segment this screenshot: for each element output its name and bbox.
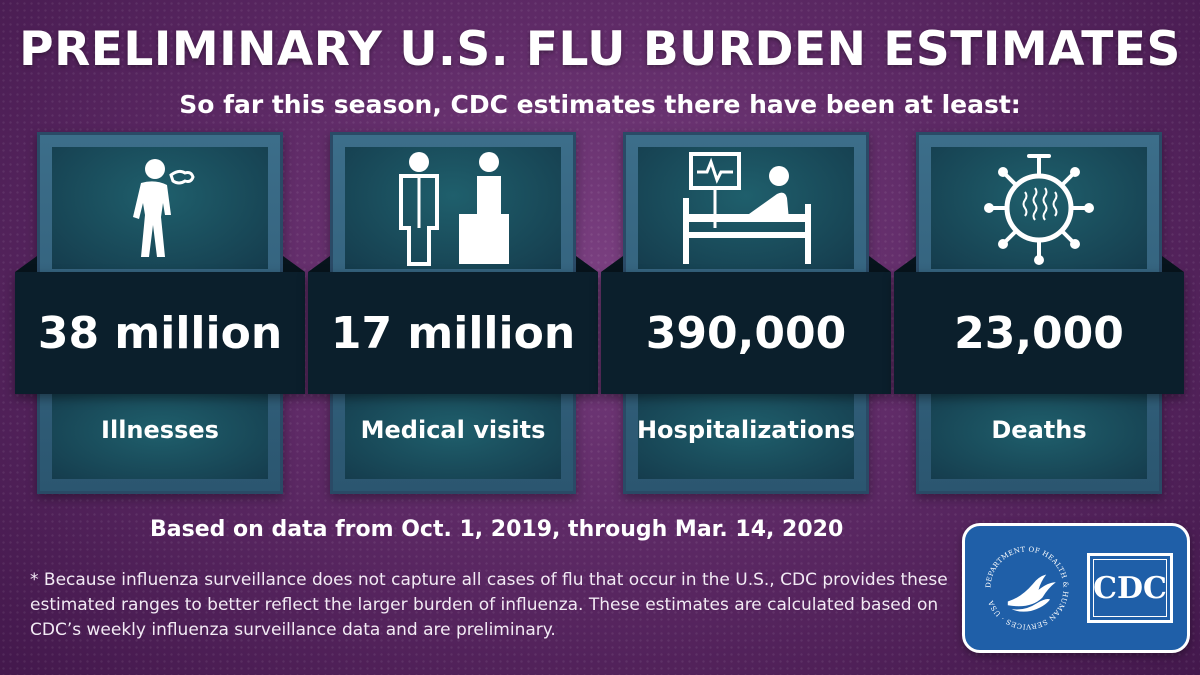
ribbon-fold xyxy=(576,256,598,272)
stat-label: Deaths xyxy=(931,383,1147,479)
ribbon-fold xyxy=(601,256,623,272)
icon-panel xyxy=(345,147,561,269)
icon-panel xyxy=(52,147,268,269)
icon-panel xyxy=(638,147,854,269)
stat-value: 38 million xyxy=(15,272,305,394)
ribbon-fold xyxy=(308,256,330,272)
stat-value: 23,000 xyxy=(894,272,1184,394)
stat-label: Illnesses xyxy=(52,383,268,479)
stat-label: Medical visits xyxy=(345,383,561,479)
ribbon-fold xyxy=(1162,256,1184,272)
seal-text: DEPARTMENT OF HEALTH & HUMAN SERVICES · … xyxy=(984,545,1069,630)
ribbon-fold xyxy=(283,256,305,272)
doctor-patient-icon xyxy=(399,152,509,266)
stat-value: 390,000 xyxy=(601,272,891,394)
footnote: * Because influenza surveillance does no… xyxy=(30,570,948,640)
page-title: PRELIMINARY U.S. FLU BURDEN ESTIMATES xyxy=(19,22,1181,77)
hospital-bed-icon xyxy=(683,152,811,264)
icon-panel xyxy=(931,147,1147,269)
sick-person-icon xyxy=(133,159,195,257)
virus-icon xyxy=(984,154,1094,265)
cdc-logo: DEPARTMENT OF HEALTH & HUMAN SERVICES · … xyxy=(962,523,1190,653)
hhs-seal-icon: DEPARTMENT OF HEALTH & HUMAN SERVICES · … xyxy=(984,545,1069,630)
page-subtitle: So far this season, CDC estimates there … xyxy=(179,90,1021,119)
stat-label: Hospitalizations xyxy=(637,383,855,479)
stat-value: 17 million xyxy=(308,272,598,394)
cdc-wordmark: CDC xyxy=(1087,553,1173,623)
ribbon-fold xyxy=(894,256,916,272)
ribbon-fold xyxy=(15,256,37,272)
data-range-note: Based on data from Oct. 1, 2019, through… xyxy=(150,517,844,542)
svg-text:DEPARTMENT OF HEALTH & HUMAN S: DEPARTMENT OF HEALTH & HUMAN SERVICES · … xyxy=(984,545,1069,630)
cdc-text: CDC xyxy=(1093,570,1167,606)
ribbon-fold xyxy=(869,256,891,272)
